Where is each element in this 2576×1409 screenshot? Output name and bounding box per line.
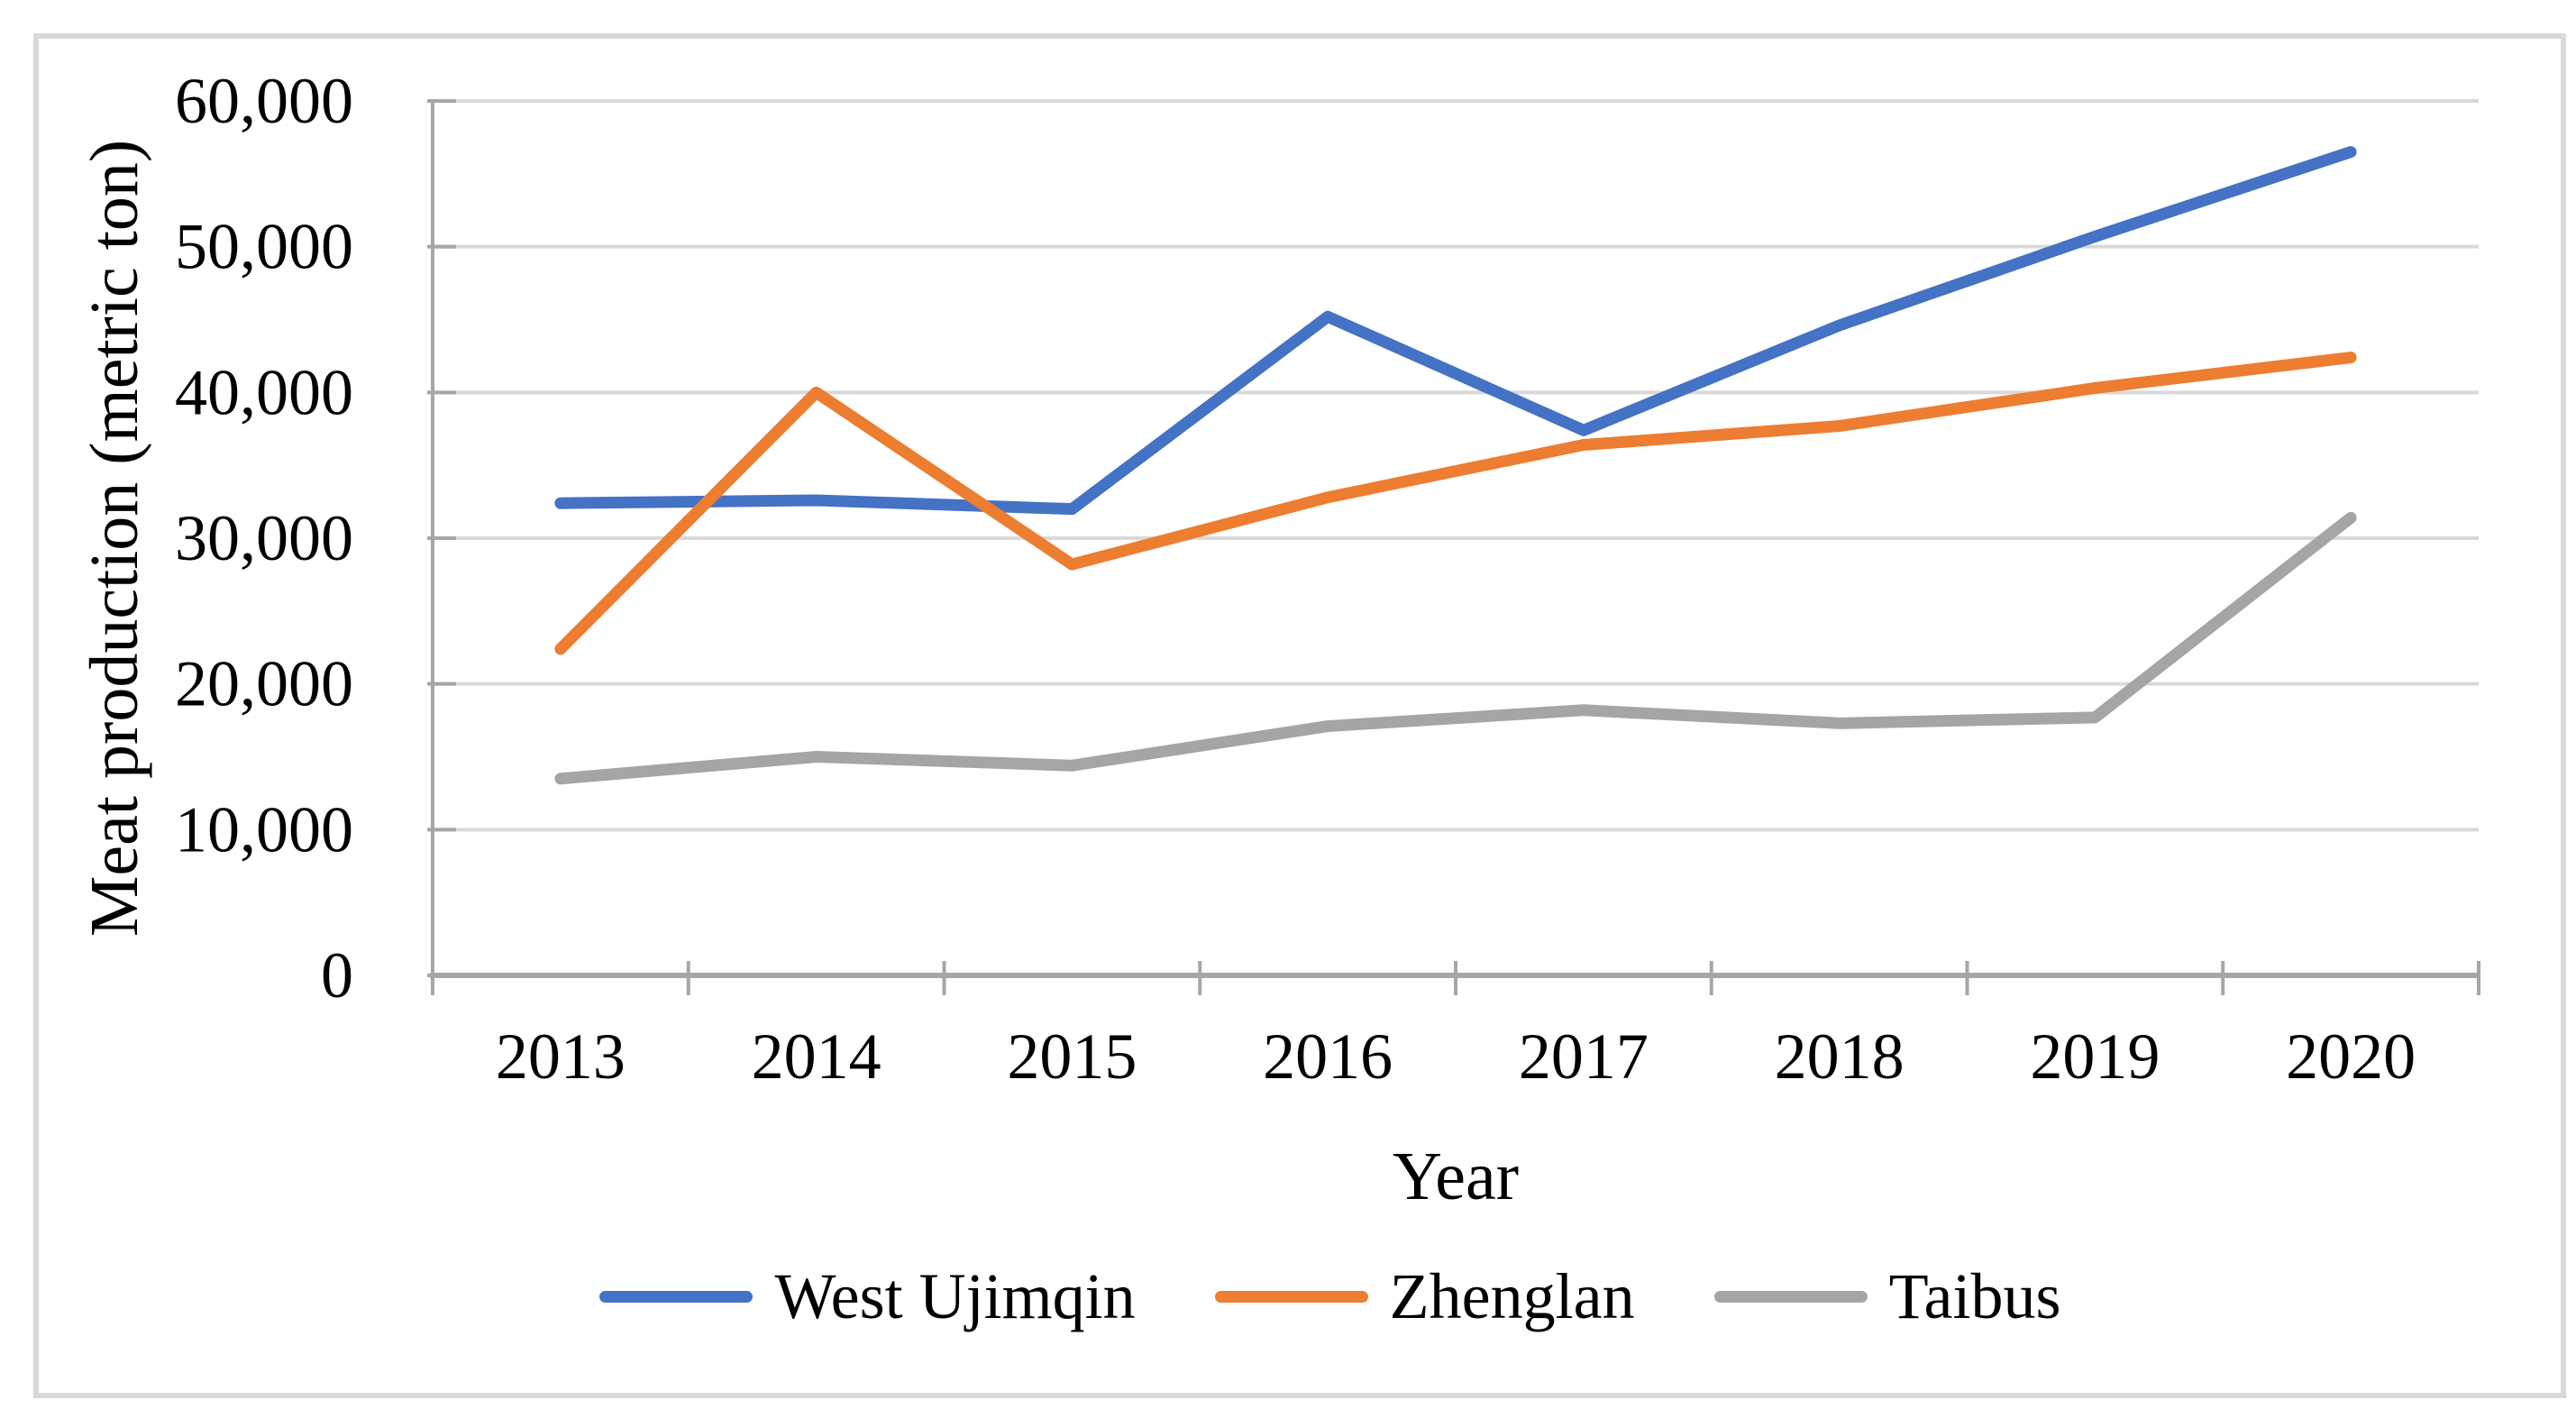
legend-marker-taibus (1713, 1290, 1868, 1303)
series-line-taibus (554, 511, 2357, 785)
figure-border-line (33, 33, 2566, 1398)
x-tick-label-2016: 2016 (1263, 1020, 1393, 1093)
legend-item-west-ujimqin: West Ujimqin (599, 1260, 1136, 1332)
legend-label-taibus: Taibus (1888, 1260, 2061, 1332)
y-tick-label-50000: 50,000 (175, 211, 353, 283)
series-lines (554, 146, 2357, 785)
axes (427, 99, 2480, 995)
y-tick-label-60000: 60,000 (175, 65, 353, 137)
y-tick-label-20000: 20,000 (175, 648, 353, 720)
series-line-west-ujimqin (554, 146, 2357, 516)
x-tick-label-2017: 2017 (1519, 1020, 1649, 1093)
y-axis-title: Meat production (metric ton) (77, 140, 152, 937)
legend-item-taibus: Taibus (1713, 1260, 2061, 1332)
legend-marker-zhenglan (1214, 1290, 1368, 1303)
x-tick-label-2015: 2015 (1007, 1020, 1137, 1093)
legend-label-zhenglan: Zhenglan (1389, 1260, 1635, 1332)
x-tick-label-2013: 2013 (496, 1020, 626, 1093)
x-tick-label-2018: 2018 (1775, 1020, 1905, 1093)
y-tick-label-30000: 30,000 (175, 502, 353, 574)
legend-marker-west-ujimqin (599, 1290, 754, 1303)
y-tick-label-40000: 40,000 (175, 356, 353, 428)
axis-tick-labels: 0 10,000 20,000 30,000 40,000 50,000 60,000 201… (175, 65, 2416, 1093)
legend-label-west-ujimqin: West Ujimqin (774, 1260, 1136, 1332)
legend: West Ujimqin Zhenglan Taibus (42, 1260, 2576, 1332)
legend-item-zhenglan: Zhenglan (1214, 1260, 1635, 1332)
x-tick-label-2014: 2014 (752, 1020, 882, 1093)
x-axis-title: Year (1393, 1139, 1519, 1214)
x-tick-label-2019: 2019 (2030, 1020, 2160, 1093)
y-tick-label-10000: 10,000 (175, 793, 353, 865)
series-line-zhenglan (554, 352, 2357, 655)
y-tick-label-0: 0 (321, 939, 353, 1011)
gridlines (433, 99, 2479, 832)
x-tick-label-2020: 2020 (2286, 1020, 2416, 1093)
